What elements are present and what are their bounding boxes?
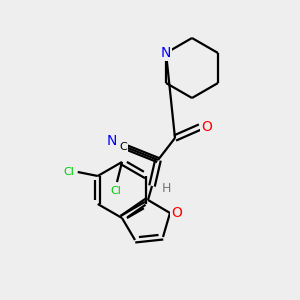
Text: O: O	[202, 120, 212, 134]
Text: N: N	[161, 46, 171, 60]
Text: H: H	[161, 182, 171, 196]
Text: O: O	[172, 206, 182, 220]
Text: Cl: Cl	[111, 186, 122, 196]
Text: N: N	[107, 134, 117, 148]
Text: Cl: Cl	[63, 167, 74, 177]
Text: C: C	[119, 142, 127, 152]
